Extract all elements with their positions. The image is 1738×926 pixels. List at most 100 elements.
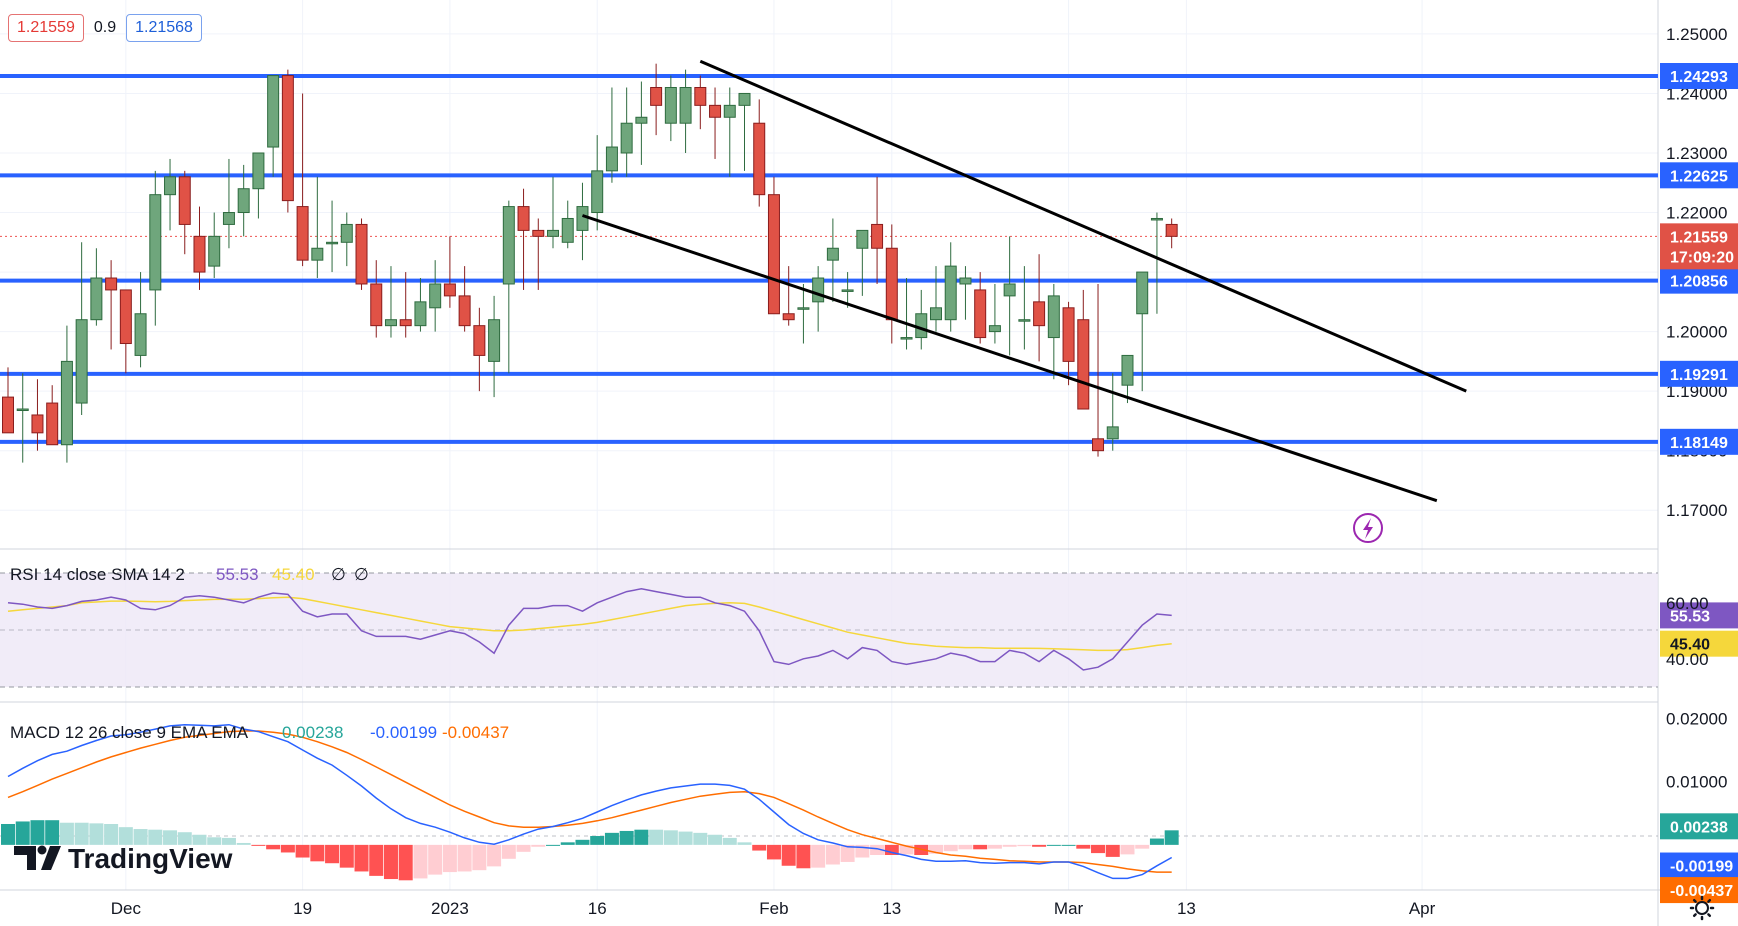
candle-body (370, 283, 383, 327)
current-price-tag-text: 1.21559 (1670, 229, 1728, 246)
macd-signal-tag: -0.00437 (1660, 877, 1738, 904)
candle-body (473, 325, 486, 356)
level-price-tag: 1.18149 (1660, 428, 1738, 455)
time-axis-label: 19 (293, 899, 312, 918)
price-level-tags: 1.24293 1.22625 1.20856 1.19291 1.18149 1.215… (1660, 63, 1738, 904)
macd-histogram-bar (737, 842, 752, 845)
rsi-legend[interactable]: RSI 14 close SMA 14 2 55.53 45.40 ∅ ∅ (10, 565, 369, 584)
macd-legend[interactable]: MACD 12 26 close 9 EMA EMA 0.00238 -0.00… (10, 723, 509, 742)
candle-body (900, 337, 913, 340)
candle-body (1047, 295, 1060, 339)
candle-body (812, 277, 825, 303)
candle-body (885, 247, 898, 321)
macd-histogram-bar (649, 829, 664, 845)
macd-histogram-bar (1135, 844, 1150, 849)
level-price-tag-text: 1.22625 (1670, 168, 1728, 185)
macd-legend-signal: -0.00437 (442, 723, 509, 742)
macd-histogram-bar (1032, 844, 1047, 847)
macd-histogram-bar (325, 844, 340, 864)
sell-price-button[interactable]: 1.21559 (8, 14, 84, 42)
candle-body (1121, 354, 1134, 386)
candle-body (16, 408, 29, 412)
macd-histogram-bar (811, 844, 826, 868)
tradingview-logo[interactable]: TradingView (14, 843, 233, 874)
macd-histogram-bar (118, 827, 133, 845)
rsi-legend-title: RSI 14 close SMA 14 2 (10, 565, 185, 584)
candle-body (782, 313, 795, 321)
macd-histogram-bar (604, 832, 619, 845)
macd-histogram-bar (663, 830, 678, 845)
macd-histogram-bar (781, 844, 796, 866)
candle-body (458, 295, 471, 327)
macd-histogram-bar (840, 844, 855, 862)
macd-histogram-bar (928, 844, 943, 854)
candle-body (384, 319, 397, 327)
macd-histogram-bar (442, 844, 457, 873)
buy-price-button[interactable]: 1.21568 (126, 14, 202, 42)
macd-histogram-bar (354, 844, 369, 872)
macd-histogram-bar (104, 823, 119, 845)
rsi-legend-extra-1: ∅ (331, 565, 346, 584)
macd-histogram-bar (1091, 844, 1106, 854)
candle-body (1018, 319, 1031, 322)
macd-histogram-bar (310, 844, 325, 862)
candle-body (605, 146, 618, 172)
tradingview-logo-text: TradingView (68, 843, 233, 874)
rsi-axis-tick: 40.00 (1666, 650, 1709, 669)
candle-body (576, 206, 589, 231)
lightning-icon[interactable] (1353, 513, 1383, 543)
candle-body (944, 265, 957, 321)
trendlines[interactable] (581, 59, 1467, 503)
candle-body (443, 283, 456, 297)
grid-lines (0, 0, 1658, 890)
candle-body (988, 325, 1001, 333)
candle-body (974, 289, 987, 339)
quote-panel[interactable]: 1.21559 0.9 1.21568 (8, 14, 202, 42)
current-price-tag: 1.21559 17:09:20 (1660, 223, 1738, 270)
price-axis-tick: 1.19000 (1666, 382, 1727, 401)
candlestick-series[interactable] (2, 0, 1202, 463)
candle-body (296, 206, 309, 261)
candle-body (1106, 426, 1119, 440)
macd-histogram-bar (192, 834, 207, 845)
price-axis-tick: 1.20000 (1666, 323, 1727, 342)
rsi-value-tag-bg (1660, 602, 1738, 629)
rsi-legend-value: 55.53 (216, 565, 259, 584)
rsi-value-tag-text: 55.53 (1670, 608, 1710, 625)
macd-histogram-bar (943, 844, 958, 852)
macd-histogram-bar (369, 844, 384, 876)
candle-body (620, 122, 633, 154)
candle-body (709, 104, 722, 118)
macd-histogram-bar (221, 837, 236, 845)
candle-body (871, 223, 884, 249)
candle-body (340, 223, 353, 243)
macd-line (7, 723, 1173, 880)
candle-body (753, 122, 766, 196)
candle-body (2, 396, 14, 434)
candle-body (547, 229, 560, 237)
rsi-value-tag: 55.53 (1660, 602, 1738, 629)
macd-histogram-bar (207, 837, 222, 845)
macd-histogram-bar (1, 823, 15, 845)
gear-icon[interactable] (1689, 895, 1715, 921)
macd-histogram-bar (457, 844, 472, 872)
candle-body (237, 188, 250, 214)
candle-body (75, 319, 88, 404)
price-axis-tick: 1.22000 (1666, 204, 1727, 223)
candle-body (1062, 307, 1075, 362)
candle-body (178, 176, 191, 225)
candle-body (517, 206, 530, 231)
macd-axis: 0.02000 0.01000 (1666, 709, 1727, 791)
macd-histogram-bar (575, 839, 590, 845)
macd-axis-tick: 0.01000 (1666, 773, 1727, 792)
price-axis-tick: 1.17000 (1666, 501, 1727, 520)
candle-body (591, 170, 604, 214)
macd-histogram-bar (30, 820, 45, 845)
candle-body (561, 217, 574, 243)
time-axis[interactable]: Dec 19 2023 16 Feb 13 Mar 13 Apr (111, 899, 1436, 918)
macd-histogram-bar (1076, 844, 1091, 849)
macd-histogram-bar (398, 844, 413, 881)
candle-body (414, 301, 427, 327)
tradingview-logo-mark (14, 845, 61, 870)
